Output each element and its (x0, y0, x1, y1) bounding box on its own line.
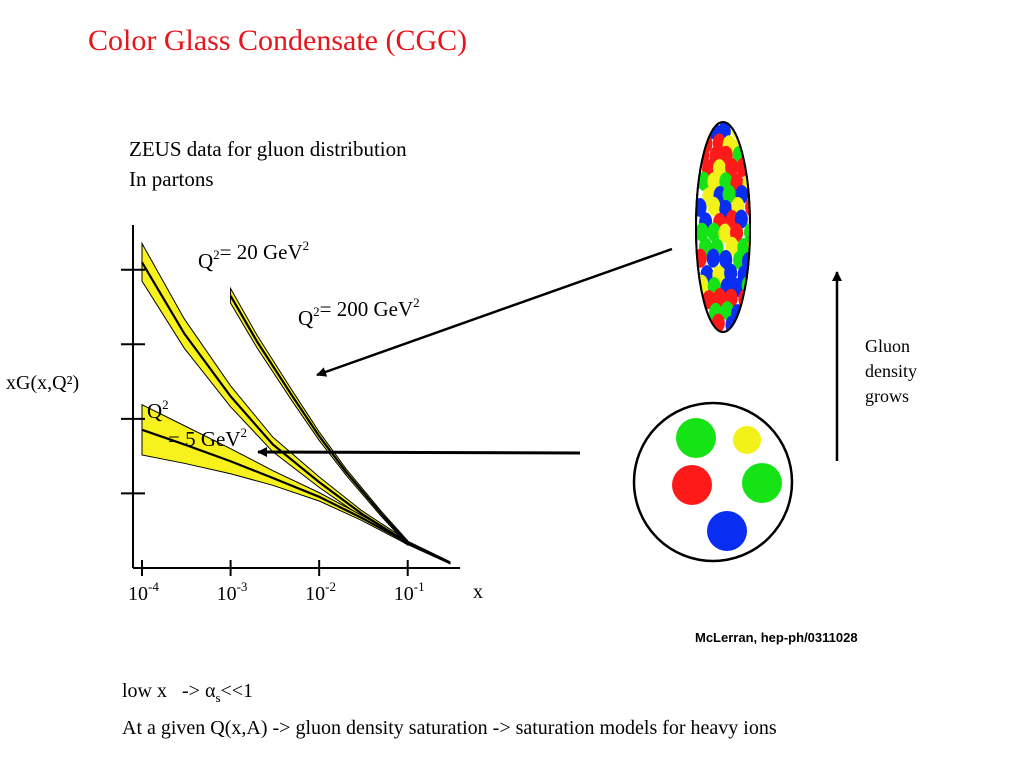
annotation-line-2: density (865, 361, 917, 381)
arrow-dense-to-high-q2 (316, 247, 673, 377)
x-tick-label: 10-1 (394, 579, 425, 605)
x-tick-label: 10-4 (128, 579, 159, 605)
caption-line-1: ZEUS data for gluon distribution (129, 137, 407, 161)
summary-line-1: low x -> αs<<1 (122, 676, 777, 713)
dense-parton (713, 288, 727, 308)
dense-parton (707, 196, 721, 216)
dense-parton (743, 222, 750, 242)
dense-parton (718, 223, 732, 243)
series-label-cont: = 5 GeV2 (168, 425, 247, 451)
dense-parton (741, 301, 750, 321)
dense-parton (699, 315, 713, 332)
dense-parton (749, 184, 750, 204)
gluon-distribution-chart: 10-4 10-3 10-2 10-1 x xG(x,Q²) Q2= 20 GeV2 Q2= … (6, 225, 483, 605)
summary-line-1-suffix: <<1 (220, 680, 254, 702)
dense-nucleus (695, 121, 763, 333)
slide-title: Color Glass Condensate (CGC) (88, 24, 468, 57)
series-label: Q2 (147, 397, 169, 423)
parton-blue (707, 511, 747, 551)
dense-parton (706, 248, 720, 268)
error-band-2 (230, 286, 409, 547)
dilute-nucleon (632, 401, 794, 563)
density-annotation: Gluon density grows (865, 334, 917, 409)
y-axis-label: xG(x,Q²) (6, 372, 79, 394)
dense-parton (747, 133, 750, 153)
series-line-1 (141, 261, 409, 544)
dense-parton (748, 160, 750, 180)
annotation-line-1: Gluon (865, 336, 910, 356)
series-line-3 (141, 428, 451, 564)
caption-line-2: In partons (129, 167, 214, 191)
annotation-line-3: grows (865, 386, 909, 406)
dense-parton (720, 301, 734, 321)
x-axis-label: x (473, 581, 483, 603)
summary-line-2: At a given Q(x,A) -> gluon density satur… (122, 717, 777, 739)
summary-text: low x -> αs<<1 At a given Q(x,A) -> gluo… (122, 676, 777, 744)
x-tick-label: 10-2 (305, 579, 336, 605)
alpha-subscript: s (215, 690, 221, 705)
dense-parton (748, 288, 750, 308)
dense-parton (722, 184, 736, 204)
dense-parton (750, 264, 763, 283)
citation: McLerran, hep-ph/0311028 (695, 630, 858, 645)
series-label: Q2= 200 GeV2 (298, 295, 420, 330)
alpha-symbol: α (204, 680, 216, 702)
dense-parton (747, 315, 750, 332)
dense-parton (697, 171, 711, 191)
dense-parton (707, 172, 721, 192)
dense-parton (738, 313, 750, 332)
figure-caption: ZEUS data for gluon distribution In part… (129, 134, 407, 194)
dense-parton (744, 122, 750, 138)
dense-parton (725, 158, 739, 178)
parton-red (672, 465, 712, 505)
arrow-dilute-to-low-q2 (257, 447, 581, 458)
x-tick-label: 10-3 (217, 579, 248, 605)
parton-yellow (733, 426, 761, 454)
parton-green (676, 418, 716, 458)
dense-parton (749, 212, 750, 232)
dense-parton (707, 222, 721, 242)
series-line-2 (229, 295, 409, 544)
dense-parton (745, 197, 750, 217)
dense-parton (696, 122, 709, 140)
parton-green (742, 463, 782, 503)
dense-parton (696, 222, 709, 242)
summary-line-1-prefix: low x -> (122, 680, 205, 702)
series-label: Q2= 20 GeV2 (198, 238, 309, 273)
